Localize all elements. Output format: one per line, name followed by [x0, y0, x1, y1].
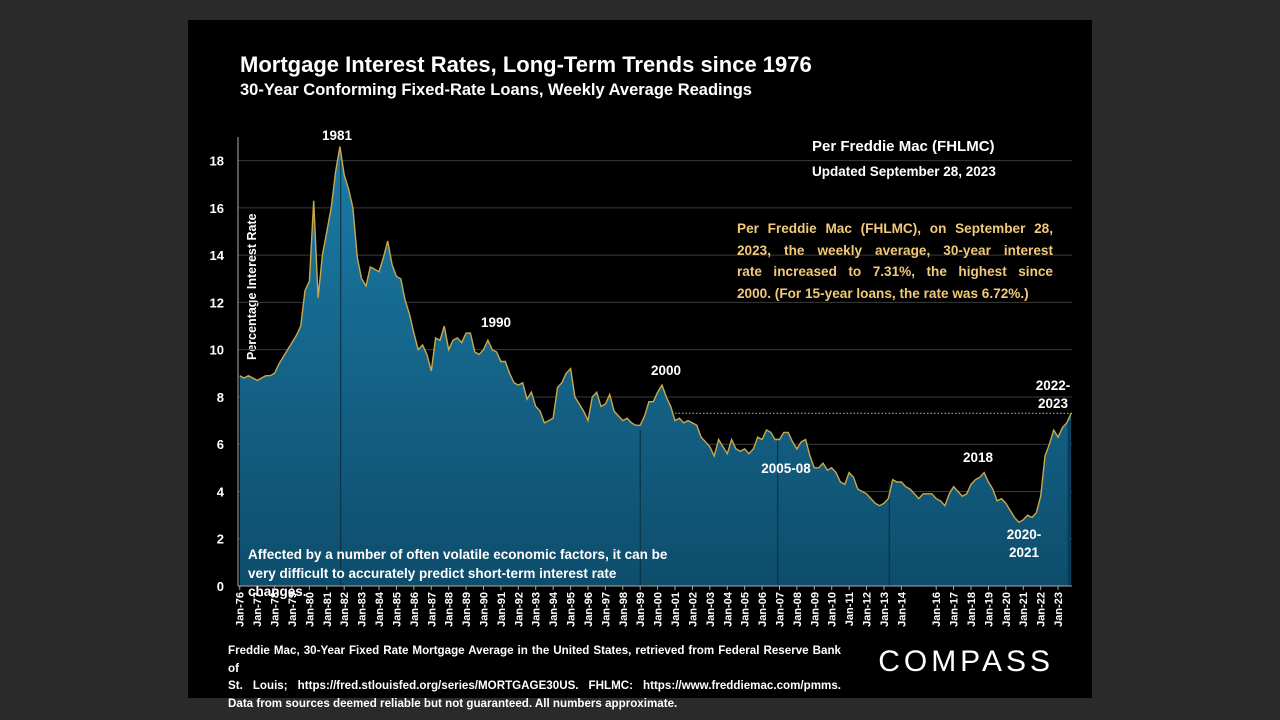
x-tick-label: Jan-11	[844, 592, 856, 626]
y-tick-label: 0	[217, 579, 224, 594]
text-line: 2023, the weekly average, 30-year intere…	[737, 242, 1053, 258]
y-tick-label: 18	[210, 154, 224, 169]
text-line: Per Freddie Mac (FHLMC), on September 28…	[737, 221, 1053, 236]
area	[239, 146, 1072, 586]
x-tick-label: Jan-13	[879, 592, 891, 627]
x-tick-label: Jan-78	[270, 592, 282, 627]
annotation: 2005-08	[761, 461, 811, 476]
x-tick-label: Jan-96	[583, 592, 595, 627]
x-tick-label: Jan-10	[827, 592, 839, 627]
annotation: 2000	[651, 363, 681, 378]
brand-logo: COMPASS	[878, 645, 1054, 678]
x-tick-label: Jan-21	[1018, 592, 1030, 627]
y-tick-label: 16	[210, 201, 224, 216]
x-tick-label: Jan-20	[1001, 592, 1013, 627]
x-tick-label: Jan-05	[740, 592, 752, 627]
x-tick-label: Jan-86	[409, 592, 421, 627]
text-line: St. Louis; https://fred.stlouisfed.org/s…	[228, 679, 841, 692]
x-tick-label: Jan-93	[531, 592, 543, 627]
annotation: 2021	[1009, 545, 1040, 560]
x-tick-label: Jan-12	[862, 592, 874, 627]
text-line: 2000. (For 15-year loans, the rate was 6…	[737, 285, 1029, 301]
x-tick-label: Jan-76	[235, 592, 247, 627]
x-tick-label: Jan-06	[757, 592, 769, 627]
y-tick-label: 2	[217, 532, 224, 547]
x-tick-label: Jan-94	[548, 591, 560, 627]
x-tick-label: Jan-16	[931, 592, 943, 627]
y-tick-label: 8	[217, 390, 224, 405]
text-line: Affected by a number of often volatile e…	[248, 547, 668, 562]
y-tick-label: 6	[217, 437, 224, 452]
updated-date: Updated September 28, 2023	[812, 164, 996, 179]
x-tick-label: Jan-80	[304, 592, 316, 627]
x-tick-label: Jan-01	[670, 592, 682, 627]
annotation: 2022-	[1036, 378, 1071, 393]
x-tick-label: Jan-97	[600, 592, 612, 627]
source-heading: Per Freddie Mac (FHLMC)	[812, 138, 995, 155]
x-tick-label: Jan-02	[687, 592, 699, 627]
x-tick-label: Jan-08	[792, 592, 804, 627]
x-tick-label: Jan-98	[618, 592, 630, 627]
x-tick-label: Jan-95	[566, 592, 578, 627]
chart-title: Mortgage Interest Rates, Long-Term Trend…	[240, 52, 812, 77]
x-tick-label: Jan-04	[722, 591, 734, 627]
x-tick-label: Jan-85	[391, 592, 403, 627]
x-tick-label: Jan-83	[357, 592, 369, 627]
bottom-note: Affected by a number of often volatile e…	[248, 546, 678, 602]
x-tick-label: Jan-81	[322, 592, 334, 627]
text-line: rate increased to 7.31%, the highest sin…	[737, 264, 1053, 279]
line	[239, 146, 1072, 524]
x-tick-label: Jan-88	[444, 592, 456, 627]
x-tick-label: Jan-89	[461, 592, 473, 627]
slide: Mortgage Interest Rates, Long-Term Trend…	[188, 20, 1092, 710]
x-tick-label: Jan-14	[896, 591, 908, 627]
x-tick-label: Jan-90	[478, 592, 490, 627]
text-line: Freddie Mac, 30-Year Fixed Rate Mortgage…	[228, 644, 841, 675]
y-tick-label: 14	[210, 248, 225, 263]
annotation: 2018	[963, 450, 994, 465]
annotation: 1981	[322, 128, 353, 143]
x-tick-label: Jan-84	[374, 591, 386, 627]
annotation: 1990	[481, 315, 511, 330]
chart: Mortgage Interest Rates, Long-Term Trend…	[210, 52, 1072, 678]
x-tick-label: Jan-77	[252, 592, 264, 627]
text-line: very difficult to accurately predict sho…	[248, 565, 617, 600]
x-tick-label: Jan-19	[983, 592, 995, 627]
x-tick-label: Jan-79	[287, 592, 299, 627]
x-tick-label: Jan-23	[1053, 592, 1065, 627]
y-axis-label: Percentage Interest Rate	[245, 213, 259, 360]
x-tick-label: Jan-03	[705, 592, 717, 627]
x-tick-label: Jan-82	[339, 592, 351, 627]
text-line: Data from sources deemed reliable but no…	[228, 696, 678, 710]
x-tick-label: Jan-92	[513, 592, 525, 627]
x-tick-label: Jan-17	[949, 592, 961, 627]
y-tick-label: 4	[217, 484, 225, 499]
y-tick-label: 12	[210, 295, 224, 310]
x-tick-label: Jan-18	[966, 592, 978, 627]
x-tick-label: Jan-00	[653, 592, 665, 627]
x-tick-label: Jan-22	[1036, 592, 1048, 627]
x-tick-label: Jan-87	[426, 592, 438, 627]
footer: Freddie Mac, 30-Year Fixed Rate Mortgage…	[228, 642, 841, 712]
chart-subtitle: 30-Year Conforming Fixed-Rate Loans, Wee…	[240, 81, 752, 99]
x-tick-label: Jan-99	[635, 592, 647, 627]
x-tick-label: Jan-07	[774, 592, 786, 627]
highlight-note: Per Freddie Mac (FHLMC), on September 28…	[737, 218, 1053, 304]
x-tick-label: Jan-09	[809, 592, 821, 627]
y-tick-label: 10	[210, 343, 224, 358]
x-tick-label: Jan-91	[496, 592, 508, 627]
annotation: 2020-	[1007, 527, 1042, 542]
annotation: 2023	[1038, 396, 1069, 411]
